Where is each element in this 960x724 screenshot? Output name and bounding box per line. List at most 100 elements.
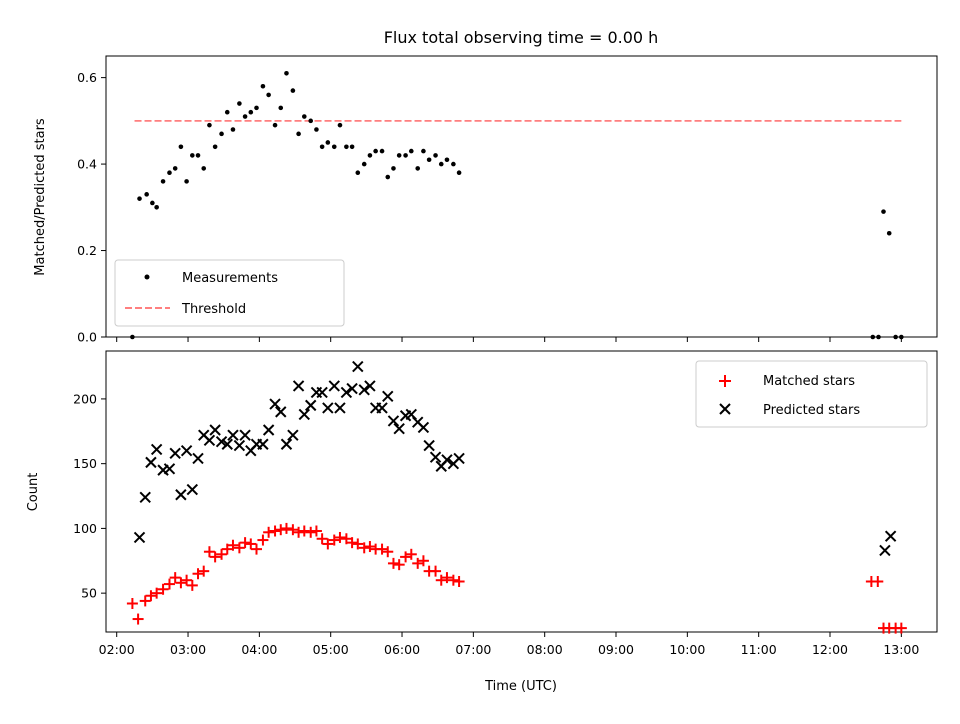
predicted-star-point [292, 380, 305, 392]
measurement-point [899, 334, 904, 340]
chart-title: Flux total observing time = 0.00 h [384, 28, 659, 47]
predicted-stars-series [133, 360, 897, 557]
predicted-star-point [215, 435, 228, 448]
matched-star-point [169, 572, 181, 584]
measurement-point [433, 153, 438, 158]
legend-measurements-label: Measurements [182, 271, 278, 286]
matched-star-point [316, 533, 328, 545]
measurement-point [349, 144, 355, 150]
measurement-point [361, 161, 367, 167]
legend-threshold-label: Threshold [181, 302, 246, 317]
measurement-point [438, 161, 444, 167]
legend-measurements-marker [144, 274, 150, 280]
matched-star-point [198, 565, 210, 577]
predicted-star-point [221, 438, 233, 450]
predicted-star-point [145, 456, 157, 469]
predicted-star-point [257, 438, 269, 450]
predicted-star-point [227, 429, 239, 441]
measurement-point [373, 148, 378, 154]
x-tick-label: 13:00 [883, 642, 919, 657]
matched-star-point [293, 526, 305, 538]
ratio-y-axis-label: Matched/Predicted stars [33, 118, 48, 276]
measurement-point [331, 144, 337, 150]
matched-star-point [417, 555, 429, 567]
matched-star-point [382, 546, 394, 558]
matched-star-point [245, 538, 257, 550]
predicted-star-point [269, 398, 281, 410]
x-tick-label: 02:00 [99, 642, 135, 657]
matched-star-point [227, 539, 239, 551]
predicted-star-point [186, 483, 199, 496]
measurement-point [219, 131, 224, 137]
measurement-point [150, 200, 155, 206]
predicted-star-point [280, 438, 293, 450]
predicted-star-point [150, 443, 163, 456]
matched-star-point [239, 537, 251, 549]
measurement-point [426, 157, 432, 163]
measurement-point [284, 70, 289, 76]
measurement-point [272, 122, 278, 128]
predicted-star-point [180, 445, 193, 457]
ratio-y-tick-label: 0.2 [77, 243, 97, 258]
matched-star-point [287, 524, 299, 536]
measurement-point [237, 101, 242, 106]
count-x-axis: 02:00 03:00 04:00 05:00 06:00 07:00 08:00 09:00… [99, 632, 919, 657]
measurement-point [254, 105, 259, 111]
matched-star-point [393, 559, 405, 571]
x-tick-label: 08:00 [527, 642, 563, 657]
measurement-point [881, 209, 886, 214]
matched-star-point [328, 534, 340, 546]
count-y-tick-label: 200 [73, 391, 97, 406]
predicted-star-point [340, 386, 353, 399]
ratio-x-axis [116, 337, 902, 342]
predicted-star-point [358, 384, 370, 396]
measurement-point [870, 334, 876, 340]
measurement-point [137, 196, 142, 201]
matched-star-point [132, 613, 144, 625]
predicted-star-point [287, 429, 299, 441]
ratio-legend: Measurements Threshold [114, 259, 345, 327]
matched-star-point [352, 538, 364, 550]
predicted-star-point [298, 408, 311, 421]
measurement-point [167, 170, 172, 176]
matched-star-point [216, 548, 228, 560]
measurement-point [337, 122, 343, 128]
matched-star-point [186, 579, 198, 591]
matched-star-point [181, 574, 193, 586]
matched-star-point [257, 534, 269, 546]
predicted-star-point [169, 447, 181, 460]
measurement-point [154, 205, 159, 210]
predicted-star-point [139, 491, 151, 504]
matched-star-point [453, 575, 465, 587]
matched-star-point [221, 543, 233, 555]
matched-star-point [139, 595, 151, 607]
matched-star-point [192, 568, 204, 580]
x-tick-label: 07:00 [455, 642, 491, 657]
legend-predicted-marker [719, 403, 731, 415]
matched-star-point [400, 551, 412, 563]
predicted-star-point [364, 380, 376, 392]
count-y-tick-label: 50 [81, 586, 97, 601]
measurement-point [184, 179, 189, 184]
measurement-point [408, 148, 414, 154]
measurement-point [379, 148, 385, 154]
matched-star-point [233, 542, 245, 554]
matched-star-point [441, 572, 453, 584]
matched-star-point [412, 557, 424, 569]
measurement-point [367, 153, 373, 158]
count-y-tick-label: 100 [73, 521, 97, 536]
predicted-star-point [233, 439, 246, 452]
measurement-point [403, 153, 408, 158]
matched-star-point [447, 574, 459, 586]
count-y-tick-label: 150 [73, 456, 97, 471]
measurement-point [172, 166, 178, 171]
measurement-point [444, 157, 450, 163]
matched-star-point [322, 538, 334, 550]
predicted-star-point [441, 454, 453, 466]
matched-star-point [269, 525, 281, 537]
count-legend-box [695, 360, 928, 428]
measurement-point [421, 148, 426, 154]
matched-star-point [358, 542, 370, 554]
measurement-point [230, 127, 236, 132]
x-tick-label: 10:00 [669, 642, 705, 657]
